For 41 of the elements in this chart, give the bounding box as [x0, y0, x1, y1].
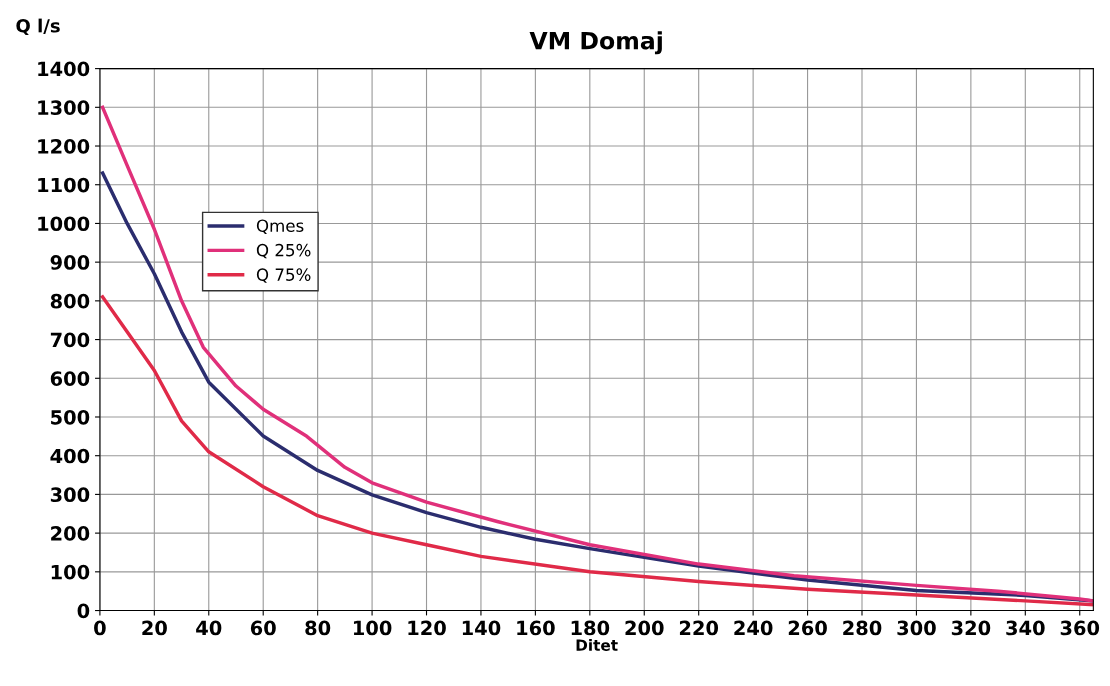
- x-tick-label: 260: [788, 620, 827, 636]
- x-tick-label: 20: [142, 620, 167, 636]
- line-series: [100, 295, 1094, 607]
- legend-label: Q 25%: [256, 243, 311, 259]
- y-tick-label: 0: [77, 603, 90, 619]
- x-tick-label: 320: [951, 620, 991, 636]
- y-tick-label: 1100: [38, 177, 90, 193]
- chart-title: VM Domaj: [529, 31, 662, 55]
- y-tick-label: 600: [50, 371, 90, 386]
- x-tick-label: 160: [517, 620, 555, 636]
- y-tick-label: 900: [50, 255, 90, 270]
- x-tick-label: 180: [571, 620, 610, 636]
- x-tick-label: 360: [1060, 620, 1100, 636]
- y-tick-label: 400: [50, 448, 90, 464]
- legend-label: Qmes: [256, 219, 304, 234]
- y-axis-title: Q l/s: [16, 18, 60, 35]
- y-tick-label: 1200: [38, 138, 90, 154]
- y-tick-label: 100: [51, 564, 90, 580]
- x-tick-label: 120: [408, 620, 446, 636]
- x-tick-label: 220: [679, 620, 719, 636]
- x-tick-label: 280: [843, 620, 882, 636]
- y-tick-label: 700: [50, 332, 90, 348]
- y-tick-label: 300: [50, 487, 90, 503]
- x-tick-label: 140: [462, 620, 501, 636]
- x-tick-label: 340: [1006, 620, 1045, 636]
- y-tick-label: 500: [51, 409, 90, 425]
- x-tick-label: 60: [250, 620, 276, 636]
- x-tick-label: 100: [353, 620, 392, 636]
- x-tick-label: 40: [196, 620, 222, 636]
- y-tick-label: 800: [50, 293, 90, 309]
- legend-label: Q 75%: [256, 268, 311, 283]
- y-tick-label: 1000: [38, 216, 90, 232]
- x-tick-label: 200: [625, 620, 664, 636]
- x-tick-label: 80: [305, 620, 331, 636]
- y-tick-label: 1300: [38, 100, 90, 115]
- x-tick-label: 240: [734, 620, 773, 636]
- x-tick-label: 300: [897, 620, 936, 636]
- x-tick-label: 0: [94, 620, 106, 636]
- y-tick-label: 200: [51, 526, 90, 541]
- y-tick-label: 1400: [38, 61, 90, 77]
- x-axis-title: Ditet: [576, 639, 618, 651]
